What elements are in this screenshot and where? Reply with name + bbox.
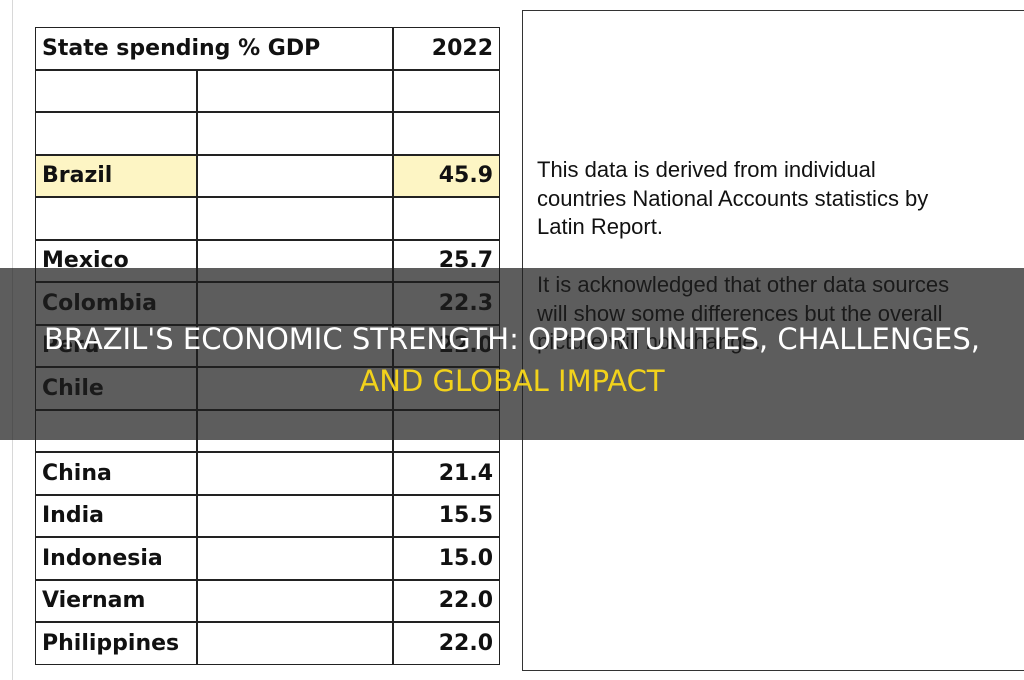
name-cell: Viernam (35, 579, 197, 622)
overlay-title: BRAZIL'S ECONOMIC STRENGTH: OPPORTUNITIE… (43, 322, 980, 356)
overlay-title: AND GLOBAL IMPACT (359, 364, 665, 398)
name-cell (35, 112, 197, 155)
value-cell: 22.0 (393, 579, 500, 622)
header-cell: State spending % GDP (35, 27, 393, 70)
empty-cell (197, 197, 393, 240)
empty-cell (197, 622, 393, 665)
empty-cell (197, 579, 393, 622)
overlay-band (0, 268, 1024, 440)
name-cell: Philippines (35, 622, 197, 665)
note-line: countries National Accounts statistics b… (537, 185, 929, 211)
empty-cell (197, 112, 393, 155)
value-cell: 15.5 (393, 494, 500, 537)
note-line: This data is derived from individual (537, 157, 876, 182)
header-cell: 2022 (393, 27, 500, 70)
note-line: Latin Report. (537, 214, 663, 239)
empty-cell (197, 452, 393, 495)
name-cell: Indonesia (35, 537, 197, 580)
empty-cell (197, 537, 393, 580)
name-cell: Brazil (35, 154, 197, 197)
value-cell: 15.0 (393, 537, 500, 580)
name-cell: China (35, 452, 197, 495)
empty-cell (197, 69, 393, 112)
value-cell: 22.0 (393, 622, 500, 665)
value-cell (393, 112, 500, 155)
value-cell (393, 69, 500, 112)
name-cell: India (35, 494, 197, 537)
empty-cell (197, 154, 393, 197)
value-cell (393, 197, 500, 240)
empty-cell (197, 494, 393, 537)
value-cell: 45.9 (393, 154, 500, 197)
value-cell: 21.4 (393, 452, 500, 495)
name-cell (35, 197, 197, 240)
name-cell (35, 69, 197, 112)
